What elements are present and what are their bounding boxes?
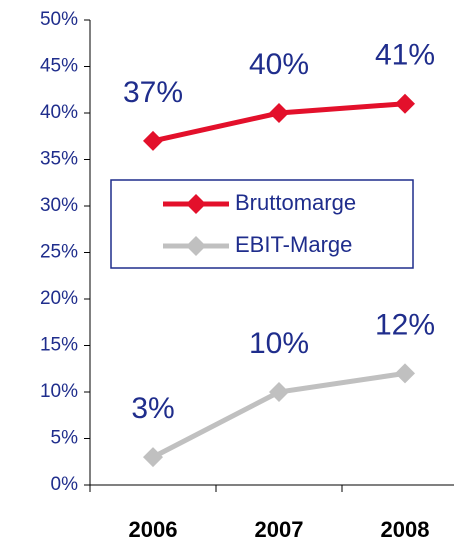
marker [395, 363, 415, 384]
y-tick-label: 0% [51, 474, 79, 495]
legend-box [110, 179, 414, 269]
data-label: 37% [123, 76, 183, 109]
data-label: 12% [375, 308, 435, 341]
y-tick-label: 15% [40, 335, 78, 356]
data-label: 10% [249, 327, 309, 360]
data-label: 41% [375, 39, 435, 72]
x-tick-label: 2008 [381, 517, 430, 542]
marker [269, 382, 289, 402]
y-tick-label: 10% [40, 381, 78, 402]
y-tick-label: 30% [40, 195, 78, 216]
y-tick-label: 40% [40, 102, 78, 123]
y-tick-label: 50% [40, 9, 78, 30]
x-tick-label: 2006 [129, 517, 178, 542]
legend-marker [186, 194, 206, 214]
legend-marker [186, 236, 206, 256]
marker [143, 130, 163, 151]
data-label: 3% [131, 392, 174, 425]
y-tick-label: 5% [51, 428, 79, 449]
y-tick-label: 45% [40, 56, 78, 77]
marker [143, 447, 163, 468]
x-tick-label: 2007 [255, 517, 304, 542]
y-tick-label: 35% [40, 149, 78, 170]
marker [269, 103, 289, 123]
data-label: 40% [249, 48, 309, 81]
marker [395, 93, 415, 114]
legend-label: EBIT-Marge [235, 232, 352, 257]
y-tick-label: 20% [40, 288, 78, 309]
y-tick-label: 25% [40, 242, 78, 263]
legend-label: Bruttomarge [235, 190, 356, 215]
